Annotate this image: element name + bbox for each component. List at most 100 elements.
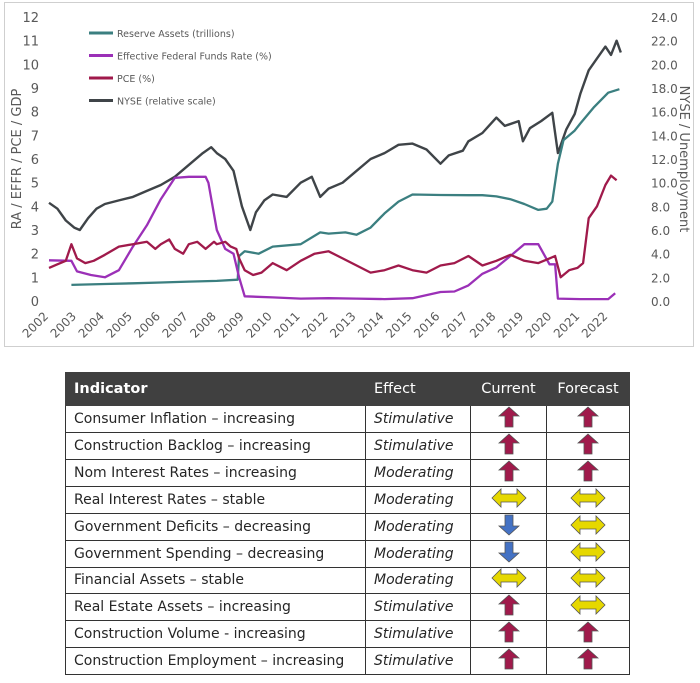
left-axis-tick-label: 8 [31,106,39,121]
effect-cell: Stimulative [365,432,471,460]
effect-cell: Stimulative [365,647,471,675]
forecast-cell [546,539,630,568]
x-axis-tick-label: 2018 [467,309,498,340]
up-arrow-icon [497,460,520,486]
legend-label: Reserve Assets (trillions) [117,29,235,40]
line-chart: 01234567891011120.02.04.06.08.010.012.01… [10,11,691,341]
forecast-cell [546,459,630,487]
effect-cell: Moderating [365,539,471,568]
current-cell [470,486,547,514]
left-axis-tick-label: 9 [31,82,39,97]
left-right-arrow-icon [570,541,606,566]
left-axis-tick-label: 1 [31,271,39,286]
left-right-arrow-icon [570,487,606,512]
current-cell [470,432,547,460]
right-axis-tick-label: 6.0 [651,224,670,238]
table-row: Construction Volume - increasing Stimulat… [65,620,630,648]
left-right-arrow-icon [490,487,527,512]
left-right-arrow-icon [570,595,606,619]
left-axis-tick-label: 10 [22,58,39,73]
table-body: Consumer Inflation – increasing Stimulati… [65,405,630,675]
x-axis-tick-label: 2021 [551,309,582,340]
legend-label: PCE (%) [117,74,155,85]
right-axis-title: NYSE / Unemployment [676,86,691,233]
up-arrow-icon [576,460,600,486]
right-axis-tick-label: 8.0 [651,200,670,214]
current-cell [470,459,547,487]
up-arrow-icon [576,406,600,432]
up-arrow-icon [576,621,600,647]
left-axis-title: RA / EFFR / PCE / GDP [10,89,25,230]
current-cell [470,405,547,433]
indicator-cell: Real Interest Rates – stable [65,486,366,514]
up-arrow-icon [497,594,520,620]
table-header-row: Indicator Effect Current Forecast [65,372,630,406]
current-cell [470,566,547,594]
forecast-cell [546,512,630,541]
series-line-0 [71,88,620,287]
x-axis-tick-label: 2005 [104,309,135,340]
table-row: Construction Employment – increasing Stim… [65,647,630,675]
table-row: Real Estate Assets – increasing Stimulati… [65,593,630,621]
effect-cell: Stimulative [365,620,471,648]
x-axis-tick-label: 2019 [495,309,526,340]
right-axis-tick-label: 2.0 [651,271,670,285]
table-row: Nom Interest Rates – increasing Moderatin… [65,459,630,487]
current-cell [470,512,547,541]
table-row: Consumer Inflation – increasing Stimulati… [65,405,630,433]
left-axis-tick-label: 2 [31,248,39,263]
indicator-cell: Financial Assets – stable [65,566,366,594]
left-axis-tick-label: 11 [22,35,39,50]
left-right-arrow-icon [490,568,527,592]
indicator-cell: Government Deficits – decreasing [65,512,366,541]
effect-cell: Moderating [365,459,471,487]
table-row: Government Spending – decreasing Moderati… [65,539,630,568]
left-axis-tick-label: 0 [31,295,39,310]
right-axis-tick-label: 20.0 [651,58,678,72]
left-right-arrow-icon [570,514,606,539]
forecast-cell [546,647,630,675]
x-axis-tick-label: 2009 [215,309,246,340]
right-axis-tick-label: 12.0 [651,153,678,167]
legend-label: NYSE (relative scale) [117,97,216,108]
left-axis-tick-label: 12 [22,11,39,26]
table-row: Real Interest Rates – stable Moderating [65,486,630,514]
x-axis-tick-label: 2006 [131,309,162,340]
right-axis-tick-label: 4.0 [651,248,670,262]
x-axis-tick-label: 2011 [271,309,302,340]
indicator-table: Indicator Effect Current Forecast Consum… [65,372,630,675]
x-axis-tick-label: 2012 [299,309,330,340]
indicator-cell: Consumer Inflation – increasing [65,405,366,433]
indicator-cell: Construction Backlog – increasing [65,432,366,460]
up-arrow-icon [497,648,520,674]
up-arrow-icon [497,406,520,432]
x-axis-tick-label: 2020 [523,309,554,340]
x-axis-tick-label: 2008 [187,309,218,340]
chart-panel: 0 1 2 3 4 5 6 7 8 9 10 11 12 0.0 2.0 4.0 6.0 8.0 10.0 12.0 1… [4,2,694,347]
x-axis-tick-label: 2022 [579,309,610,340]
right-axis-tick-label: 10.0 [651,177,678,191]
forecast-cell [546,593,630,621]
x-axis-tick-label: 2013 [327,309,358,340]
x-axis-tick-label: 2014 [355,309,386,340]
x-axis-tick-label: 2002 [20,309,51,340]
forecast-cell [546,620,630,648]
left-axis-tick-label: 3 [31,224,39,239]
current-cell [470,539,547,568]
left-axis-tick-label: 4 [31,200,39,215]
forecast-cell [546,566,630,594]
header-current: Current [470,372,547,406]
indicator-table-container: Indicator Effect Current Forecast Consum… [65,372,630,675]
up-arrow-icon [576,433,600,459]
left-axis-tick-label: 7 [31,129,39,144]
current-cell [470,620,547,648]
indicator-cell: Nom Interest Rates – increasing [65,459,366,487]
x-axis-tick-label: 2004 [76,309,107,340]
up-arrow-icon [576,648,600,674]
right-axis-tick-label: 14.0 [651,129,678,143]
x-axis-tick-label: 2003 [48,309,79,340]
x-axis-tick-label: 2015 [383,309,414,340]
current-cell [470,593,547,621]
table-row: Construction Backlog – increasing Stimula… [65,432,630,460]
right-axis-tick-label: 0.0 [651,295,670,309]
